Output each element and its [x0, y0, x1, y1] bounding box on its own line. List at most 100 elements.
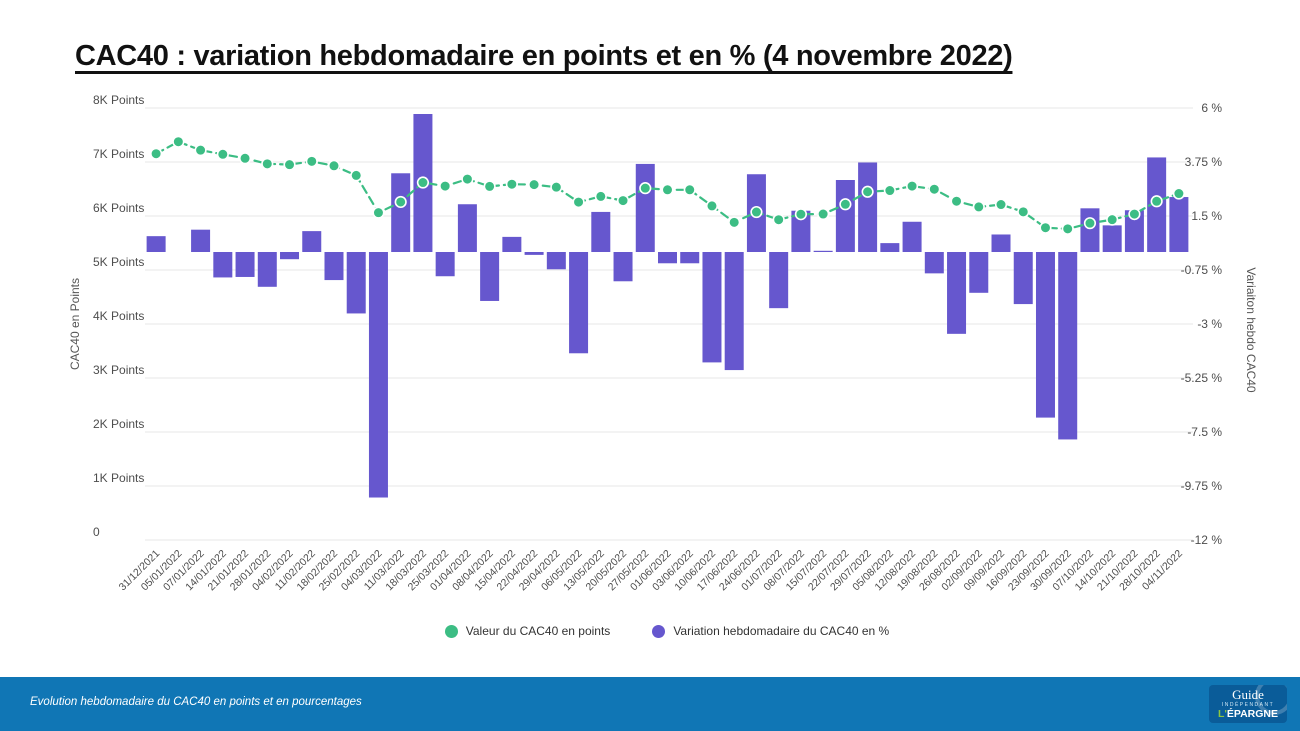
- variation-bar[interactable]: [480, 252, 500, 301]
- variation-bar[interactable]: [213, 252, 233, 278]
- variation-bar[interactable]: [1058, 252, 1078, 440]
- variation-bar[interactable]: [457, 204, 477, 252]
- variation-bar[interactable]: [924, 252, 944, 274]
- cac40-point-dot[interactable]: [172, 135, 185, 148]
- left-axis-tick-label: 0: [93, 525, 100, 539]
- variation-bar[interactable]: [680, 252, 700, 264]
- variation-bar[interactable]: [368, 252, 388, 498]
- cac40-point-dot[interactable]: [883, 184, 896, 197]
- variation-bar[interactable]: [880, 243, 900, 252]
- cac40-point-dot[interactable]: [372, 206, 385, 219]
- cac40-point-dot[interactable]: [527, 178, 541, 191]
- cac40-point-dot[interactable]: [216, 148, 229, 161]
- variation-bar[interactable]: [191, 229, 211, 252]
- logo-ring-icon: [1255, 685, 1287, 715]
- variation-bar[interactable]: [302, 231, 322, 252]
- cac40-point-dot[interactable]: [683, 183, 696, 196]
- cac40-point-dot[interactable]: [817, 207, 830, 221]
- cac40-point-dot[interactable]: [839, 198, 852, 211]
- variation-bar[interactable]: [146, 236, 166, 252]
- variation-bar[interactable]: [1080, 208, 1100, 252]
- cac40-point-dot[interactable]: [1128, 208, 1141, 221]
- cac40-point-dot[interactable]: [461, 172, 474, 186]
- variation-bar[interactable]: [546, 252, 566, 270]
- variation-bar[interactable]: [858, 162, 878, 252]
- variation-bar[interactable]: [280, 252, 300, 260]
- variation-bar[interactable]: [1169, 197, 1189, 252]
- variation-bar[interactable]: [635, 163, 655, 252]
- cac40-point-dot[interactable]: [416, 176, 430, 189]
- cac40-point-dot[interactable]: [1150, 195, 1163, 208]
- cac40-point-dot[interactable]: [1017, 205, 1030, 218]
- variation-bar[interactable]: [991, 234, 1011, 252]
- variation-bar[interactable]: [658, 252, 677, 264]
- cac40-point-dot[interactable]: [505, 178, 518, 191]
- cac40-point-dot[interactable]: [483, 180, 496, 193]
- cac40-point-dot[interactable]: [1061, 222, 1074, 235]
- variation-bar[interactable]: [791, 210, 811, 252]
- variation-bar[interactable]: [947, 252, 967, 334]
- cac40-point-dot[interactable]: [550, 181, 563, 194]
- variation-bar[interactable]: [1013, 252, 1033, 305]
- variation-bar[interactable]: [502, 236, 522, 252]
- cac40-point-dot[interactable]: [928, 183, 941, 196]
- variation-bar[interactable]: [235, 252, 255, 277]
- variation-bar[interactable]: [724, 252, 744, 371]
- cac40-point-dot[interactable]: [150, 147, 163, 160]
- cac40-point-dot[interactable]: [194, 144, 207, 157]
- cac40-point-dot[interactable]: [950, 195, 963, 208]
- variation-bar[interactable]: [257, 252, 277, 287]
- variation-bar[interactable]: [346, 252, 366, 314]
- footer-caption: Evolution hebdomadaire du CAC40 en point…: [30, 696, 362, 708]
- cac40-point-dot[interactable]: [350, 169, 363, 182]
- cac40-point-dot[interactable]: [1106, 213, 1119, 226]
- cac40-point-dot[interactable]: [994, 198, 1008, 211]
- variation-bar[interactable]: [524, 252, 544, 255]
- legend-label: Variation hebdomadaire du CAC40 en %: [673, 624, 890, 638]
- cac40-point-dot[interactable]: [439, 179, 452, 193]
- variation-bar[interactable]: [1102, 225, 1122, 252]
- variation-bar[interactable]: [813, 250, 833, 252]
- cac40-point-dot[interactable]: [305, 155, 318, 168]
- brand-logo[interactable]: Guide INDÉPENDANT L'ÉPARGNE: [1209, 685, 1287, 723]
- cac40-point-dot[interactable]: [705, 199, 719, 213]
- variation-bar[interactable]: [902, 221, 922, 252]
- left-axis-tick-label: 7K Points: [93, 147, 144, 161]
- cac40-point-dot[interactable]: [616, 194, 630, 207]
- cac40-point-dot[interactable]: [772, 213, 785, 226]
- variation-bar[interactable]: [1124, 210, 1144, 252]
- variation-bar[interactable]: [1035, 252, 1055, 418]
- legend-item-variation[interactable]: Variation hebdomadaire du CAC40 en %: [652, 624, 889, 638]
- cac40-point-dot[interactable]: [639, 182, 652, 195]
- right-axis-tick-label: -0.75 %: [1181, 263, 1223, 277]
- variation-bar[interactable]: [769, 252, 789, 309]
- cac40-point-dot[interactable]: [1039, 221, 1052, 234]
- cac40-point-dot[interactable]: [1172, 187, 1185, 200]
- cac40-point-dot[interactable]: [972, 200, 985, 214]
- variation-bar[interactable]: [835, 180, 855, 252]
- variation-bar[interactable]: [324, 252, 344, 281]
- cac40-point-dot[interactable]: [861, 185, 874, 198]
- variation-bar[interactable]: [435, 252, 455, 277]
- variation-bar[interactable]: [569, 252, 589, 354]
- cac40-point-dot[interactable]: [594, 190, 607, 203]
- variation-bar[interactable]: [613, 252, 633, 282]
- cac40-point-dot[interactable]: [327, 159, 341, 172]
- cac40-point-dot[interactable]: [283, 158, 296, 171]
- cac40-point-dot[interactable]: [261, 157, 274, 170]
- cac40-point-dot[interactable]: [661, 183, 674, 196]
- variation-bar[interactable]: [391, 173, 411, 252]
- legend-item-cac40-points[interactable]: Valeur du CAC40 en points: [444, 624, 610, 638]
- cac40-point-dot[interactable]: [794, 208, 808, 221]
- cac40-point-dot[interactable]: [750, 205, 763, 219]
- right-axis-title: Variaiton hebdo CAC40: [1244, 267, 1258, 393]
- variation-bar[interactable]: [591, 211, 611, 252]
- cac40-point-dot[interactable]: [905, 179, 919, 193]
- variation-bar[interactable]: [702, 252, 722, 363]
- cac40-point-dot[interactable]: [572, 195, 585, 209]
- cac40-point-dot[interactable]: [728, 216, 741, 229]
- cac40-point-dot[interactable]: [394, 195, 407, 209]
- variation-bar[interactable]: [969, 252, 989, 293]
- cac40-point-dot[interactable]: [238, 152, 252, 165]
- cac40-point-dot[interactable]: [1083, 217, 1097, 230]
